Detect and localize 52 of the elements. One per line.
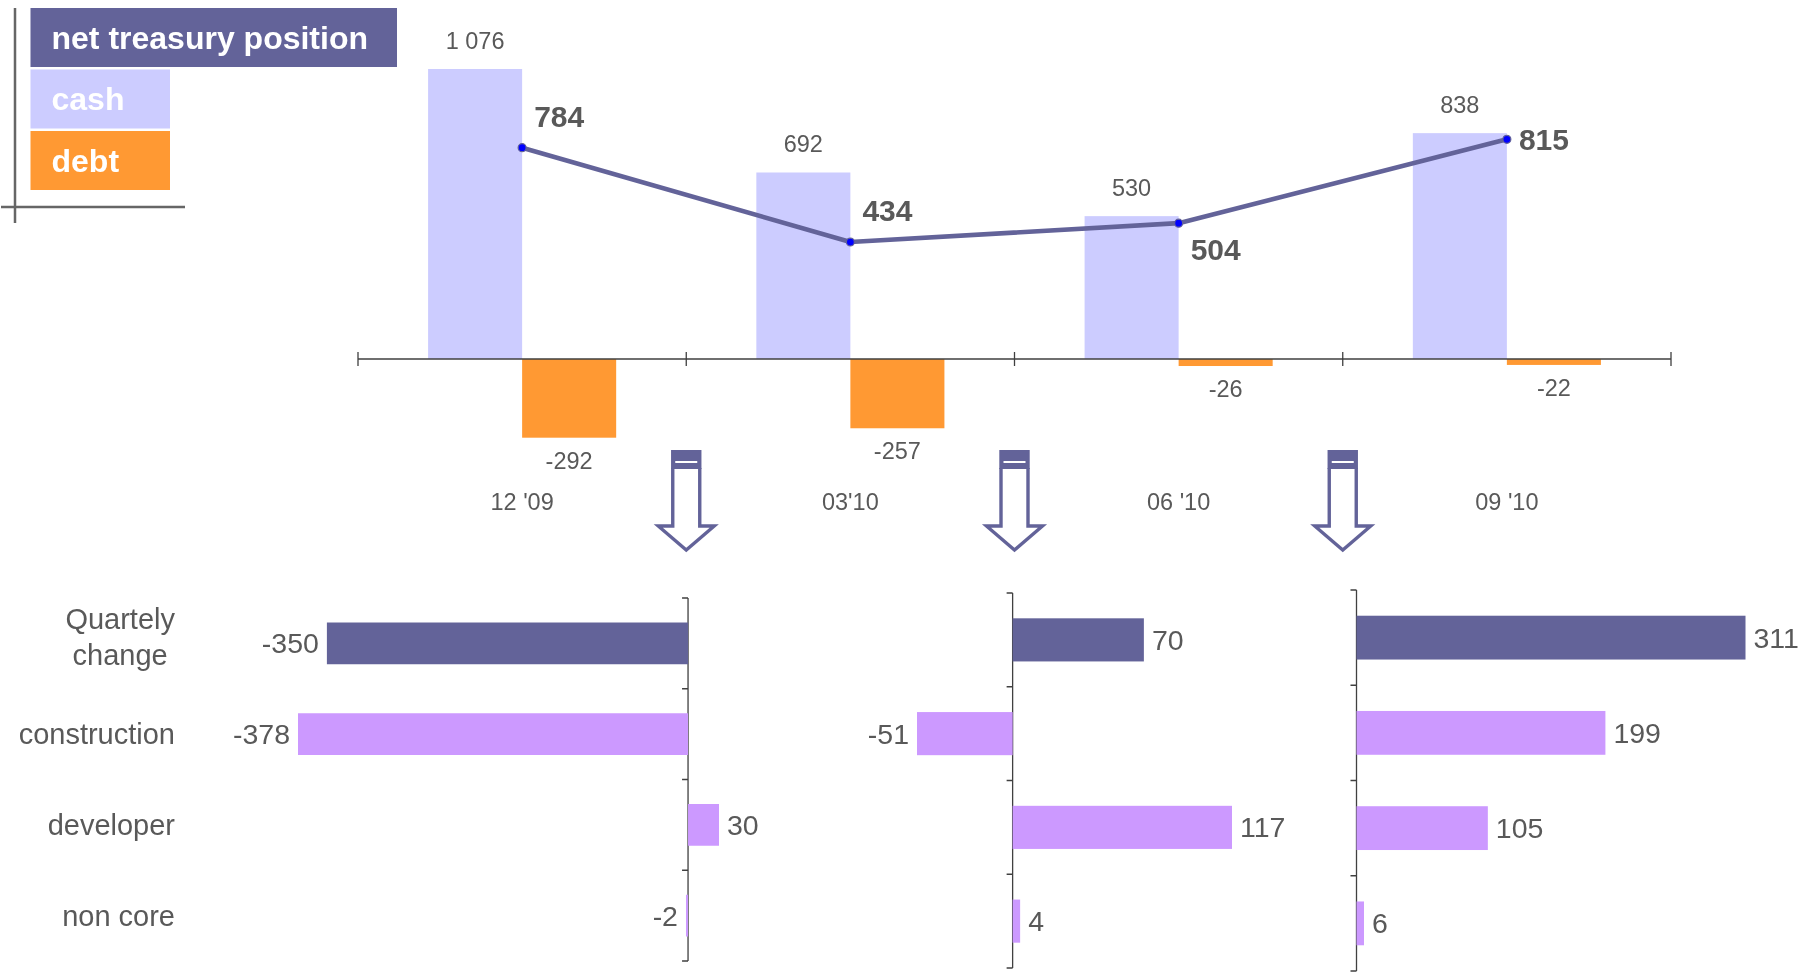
data-label: 530 (1111, 175, 1152, 202)
data-label: 199 (1613, 716, 1661, 749)
data-label: 4 (1028, 905, 1045, 938)
bar (1356, 710, 1606, 755)
data-label: 105 (1495, 812, 1544, 845)
bar (1012, 618, 1144, 662)
data-label: 117 (1240, 811, 1286, 844)
data-label: 504 (1190, 232, 1241, 266)
bar (1412, 133, 1507, 359)
x-tick-label: 03'10 (821, 489, 879, 515)
point (1174, 218, 1184, 228)
y-tick-label: Quartely change (65, 603, 176, 672)
bar (428, 69, 523, 359)
data-label: 784 (534, 99, 585, 133)
data-label: 311 (1753, 621, 1799, 654)
point (845, 237, 855, 247)
bar (850, 359, 945, 429)
y-tick-label: non core (62, 899, 175, 932)
bar (756, 172, 851, 359)
text: net treasury position (51, 19, 368, 56)
data-label: 434 (862, 193, 913, 227)
data-label: 30 (727, 808, 759, 841)
bar (1356, 615, 1746, 660)
x-tick-label: 09 '10 (1475, 489, 1539, 515)
data-label: -22 (1536, 374, 1571, 401)
data-label: -257 (873, 438, 921, 465)
x-tick-label: 06 '10 (1146, 489, 1211, 515)
data-label: 70 (1151, 623, 1184, 656)
data-label: 838 (1440, 92, 1480, 119)
data-label: 6 (1372, 907, 1388, 940)
data-label: -292 (545, 447, 593, 474)
data-label: 1 076 (445, 28, 505, 54)
bar (522, 359, 617, 438)
data-label: -350 (261, 627, 319, 660)
data-label: -51 (867, 717, 909, 750)
data-label: 815 (1518, 122, 1569, 156)
text: debt (51, 142, 120, 179)
data-label: -2 (652, 899, 678, 932)
data-label: 692 (783, 131, 823, 158)
bar (917, 712, 1013, 756)
bar (1012, 805, 1232, 849)
y-tick-label: developer (47, 808, 176, 841)
bar (1356, 901, 1364, 946)
bar (1084, 216, 1179, 359)
y-tick-label: construction (18, 718, 175, 751)
data-label: -378 (232, 718, 290, 751)
bar (1012, 899, 1021, 943)
point (1502, 134, 1512, 144)
data-label: -26 (1208, 376, 1243, 403)
bar (1356, 806, 1488, 851)
x-tick-label: 12 '09 (490, 489, 554, 515)
point (517, 143, 527, 153)
